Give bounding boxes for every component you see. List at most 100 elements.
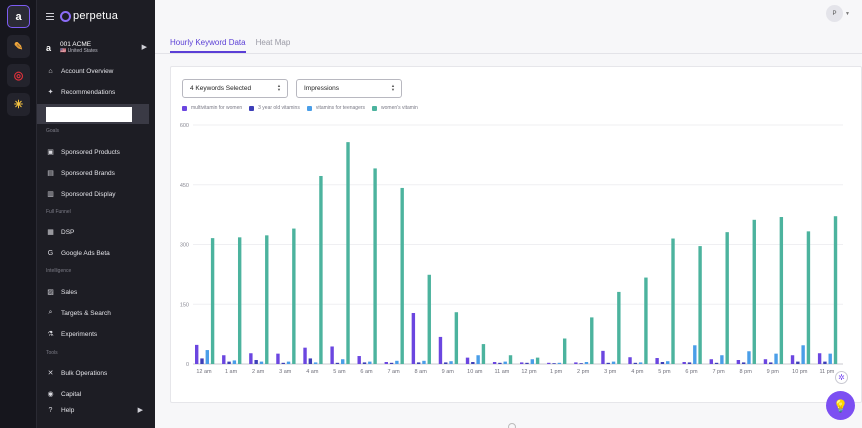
brand-logo[interactable]: perpetua: [60, 10, 118, 22]
bar[interactable]: [833, 216, 838, 364]
sidebar-item-dsp[interactable]: ▦ DSP: [37, 223, 149, 241]
bar[interactable]: [796, 361, 800, 364]
bar[interactable]: [790, 355, 795, 364]
bar[interactable]: [395, 360, 399, 364]
bar[interactable]: [693, 345, 697, 364]
bar[interactable]: [508, 355, 513, 364]
legend-item[interactable]: multivitamin for women: [182, 105, 242, 111]
bar[interactable]: [801, 345, 805, 364]
bar[interactable]: [714, 362, 719, 364]
bar[interactable]: [817, 353, 822, 364]
legend-item[interactable]: vitamins for teenagers: [306, 105, 365, 111]
bar[interactable]: [655, 358, 659, 364]
keywords-select[interactable]: 4 Keywords Selected ▲ ▼: [182, 79, 288, 98]
bar[interactable]: [411, 313, 416, 364]
sidebar-item-sponsored-products[interactable]: ▣ Sponsored Products: [37, 143, 149, 161]
bar[interactable]: [232, 360, 237, 364]
bar[interactable]: [492, 362, 497, 364]
bar[interactable]: [779, 217, 784, 364]
bar[interactable]: [254, 360, 258, 364]
bar[interactable]: [628, 357, 632, 364]
account-switcher[interactable]: a 001 ACME 🇺🇸 United States ▶: [46, 38, 151, 58]
sidebar-item-sponsored-display[interactable]: ▥ Sponsored Display: [37, 185, 149, 203]
bar[interactable]: [747, 351, 751, 364]
settings-gear-icon[interactable]: ✲: [835, 371, 848, 384]
bar[interactable]: [671, 238, 675, 364]
bar[interactable]: [590, 317, 594, 364]
hamburger-menu-icon[interactable]: [46, 12, 54, 20]
bar[interactable]: [806, 231, 811, 364]
bar[interactable]: [584, 362, 589, 364]
tab-hourly-keyword-data[interactable]: Hourly Keyword Data: [170, 33, 246, 53]
bar[interactable]: [574, 362, 578, 364]
bar[interactable]: [237, 237, 242, 364]
bar[interactable]: [210, 238, 215, 364]
bar[interactable]: [547, 362, 551, 364]
rail-button[interactable]: ✎: [7, 35, 30, 58]
bar[interactable]: [200, 358, 204, 364]
bar[interactable]: [249, 353, 253, 364]
bar[interactable]: [476, 355, 480, 364]
bar[interactable]: [346, 142, 350, 364]
bar[interactable]: [335, 362, 340, 364]
sidebar-item-account-overview[interactable]: ⌂ Account Overview: [37, 62, 149, 80]
sidebar-item-help[interactable]: ? Help ▶: [37, 401, 149, 419]
bar[interactable]: [741, 362, 746, 364]
bar[interactable]: [736, 360, 741, 364]
help-chat-button[interactable]: 💡: [826, 391, 855, 420]
bar[interactable]: [535, 357, 540, 364]
bar[interactable]: [552, 363, 556, 364]
chevron-down-icon[interactable]: ▼: [845, 11, 850, 17]
bar[interactable]: [222, 355, 226, 364]
rail-button[interactable]: ✳: [7, 93, 30, 116]
bar[interactable]: [720, 355, 724, 364]
bar[interactable]: [265, 235, 269, 364]
bar[interactable]: [698, 246, 702, 364]
bar[interactable]: [195, 344, 199, 364]
rail-button[interactable]: ◎: [7, 64, 30, 87]
sidebar-item-sales[interactable]: ▨ Sales: [37, 283, 149, 301]
rail-button[interactable]: a: [7, 5, 30, 28]
bar[interactable]: [292, 228, 296, 364]
bar[interactable]: [438, 336, 443, 364]
bar[interactable]: [373, 168, 377, 364]
sidebar-item-experiments[interactable]: ⚗ Experiments: [37, 325, 149, 343]
bar[interactable]: [444, 362, 448, 364]
bar[interactable]: [427, 274, 431, 364]
bar[interactable]: [319, 175, 323, 364]
bar[interactable]: [752, 219, 756, 364]
bar[interactable]: [330, 346, 334, 364]
bar[interactable]: [303, 347, 307, 364]
bar[interactable]: [357, 356, 361, 364]
bar[interactable]: [449, 361, 453, 364]
sidebar-item-capital[interactable]: ◉ Capital: [37, 385, 149, 403]
bar[interactable]: [660, 362, 665, 364]
bar[interactable]: [682, 362, 686, 364]
bar[interactable]: [384, 362, 388, 364]
bar[interactable]: [281, 362, 285, 364]
bar[interactable]: [579, 363, 583, 364]
legend-item[interactable]: women's vitamin: [372, 105, 418, 111]
bar[interactable]: [725, 232, 729, 364]
bar[interactable]: [341, 359, 345, 364]
bar[interactable]: [638, 362, 643, 364]
bar[interactable]: [828, 353, 832, 364]
bar[interactable]: [503, 361, 507, 364]
sidebar-item-google-ads-beta[interactable]: G Google Ads Beta: [37, 244, 149, 262]
bar[interactable]: [763, 359, 768, 364]
avatar[interactable]: P: [826, 5, 843, 22]
bar[interactable]: [520, 362, 524, 364]
bar[interactable]: [666, 361, 670, 364]
bar[interactable]: [205, 350, 209, 364]
bar[interactable]: [416, 362, 421, 364]
bar[interactable]: [525, 362, 529, 364]
bar[interactable]: [259, 361, 264, 364]
bar[interactable]: [481, 344, 486, 364]
sidebar-item-recommendations[interactable]: ✦ Recommendations: [37, 83, 149, 101]
bar[interactable]: [498, 362, 502, 364]
metric-select[interactable]: Impressions ▲ ▼: [296, 79, 402, 98]
bar[interactable]: [422, 360, 426, 364]
sidebar-item-targets-search[interactable]: ⌕ Targets & Search: [37, 304, 149, 322]
bar[interactable]: [313, 362, 318, 364]
bar[interactable]: [530, 359, 534, 364]
